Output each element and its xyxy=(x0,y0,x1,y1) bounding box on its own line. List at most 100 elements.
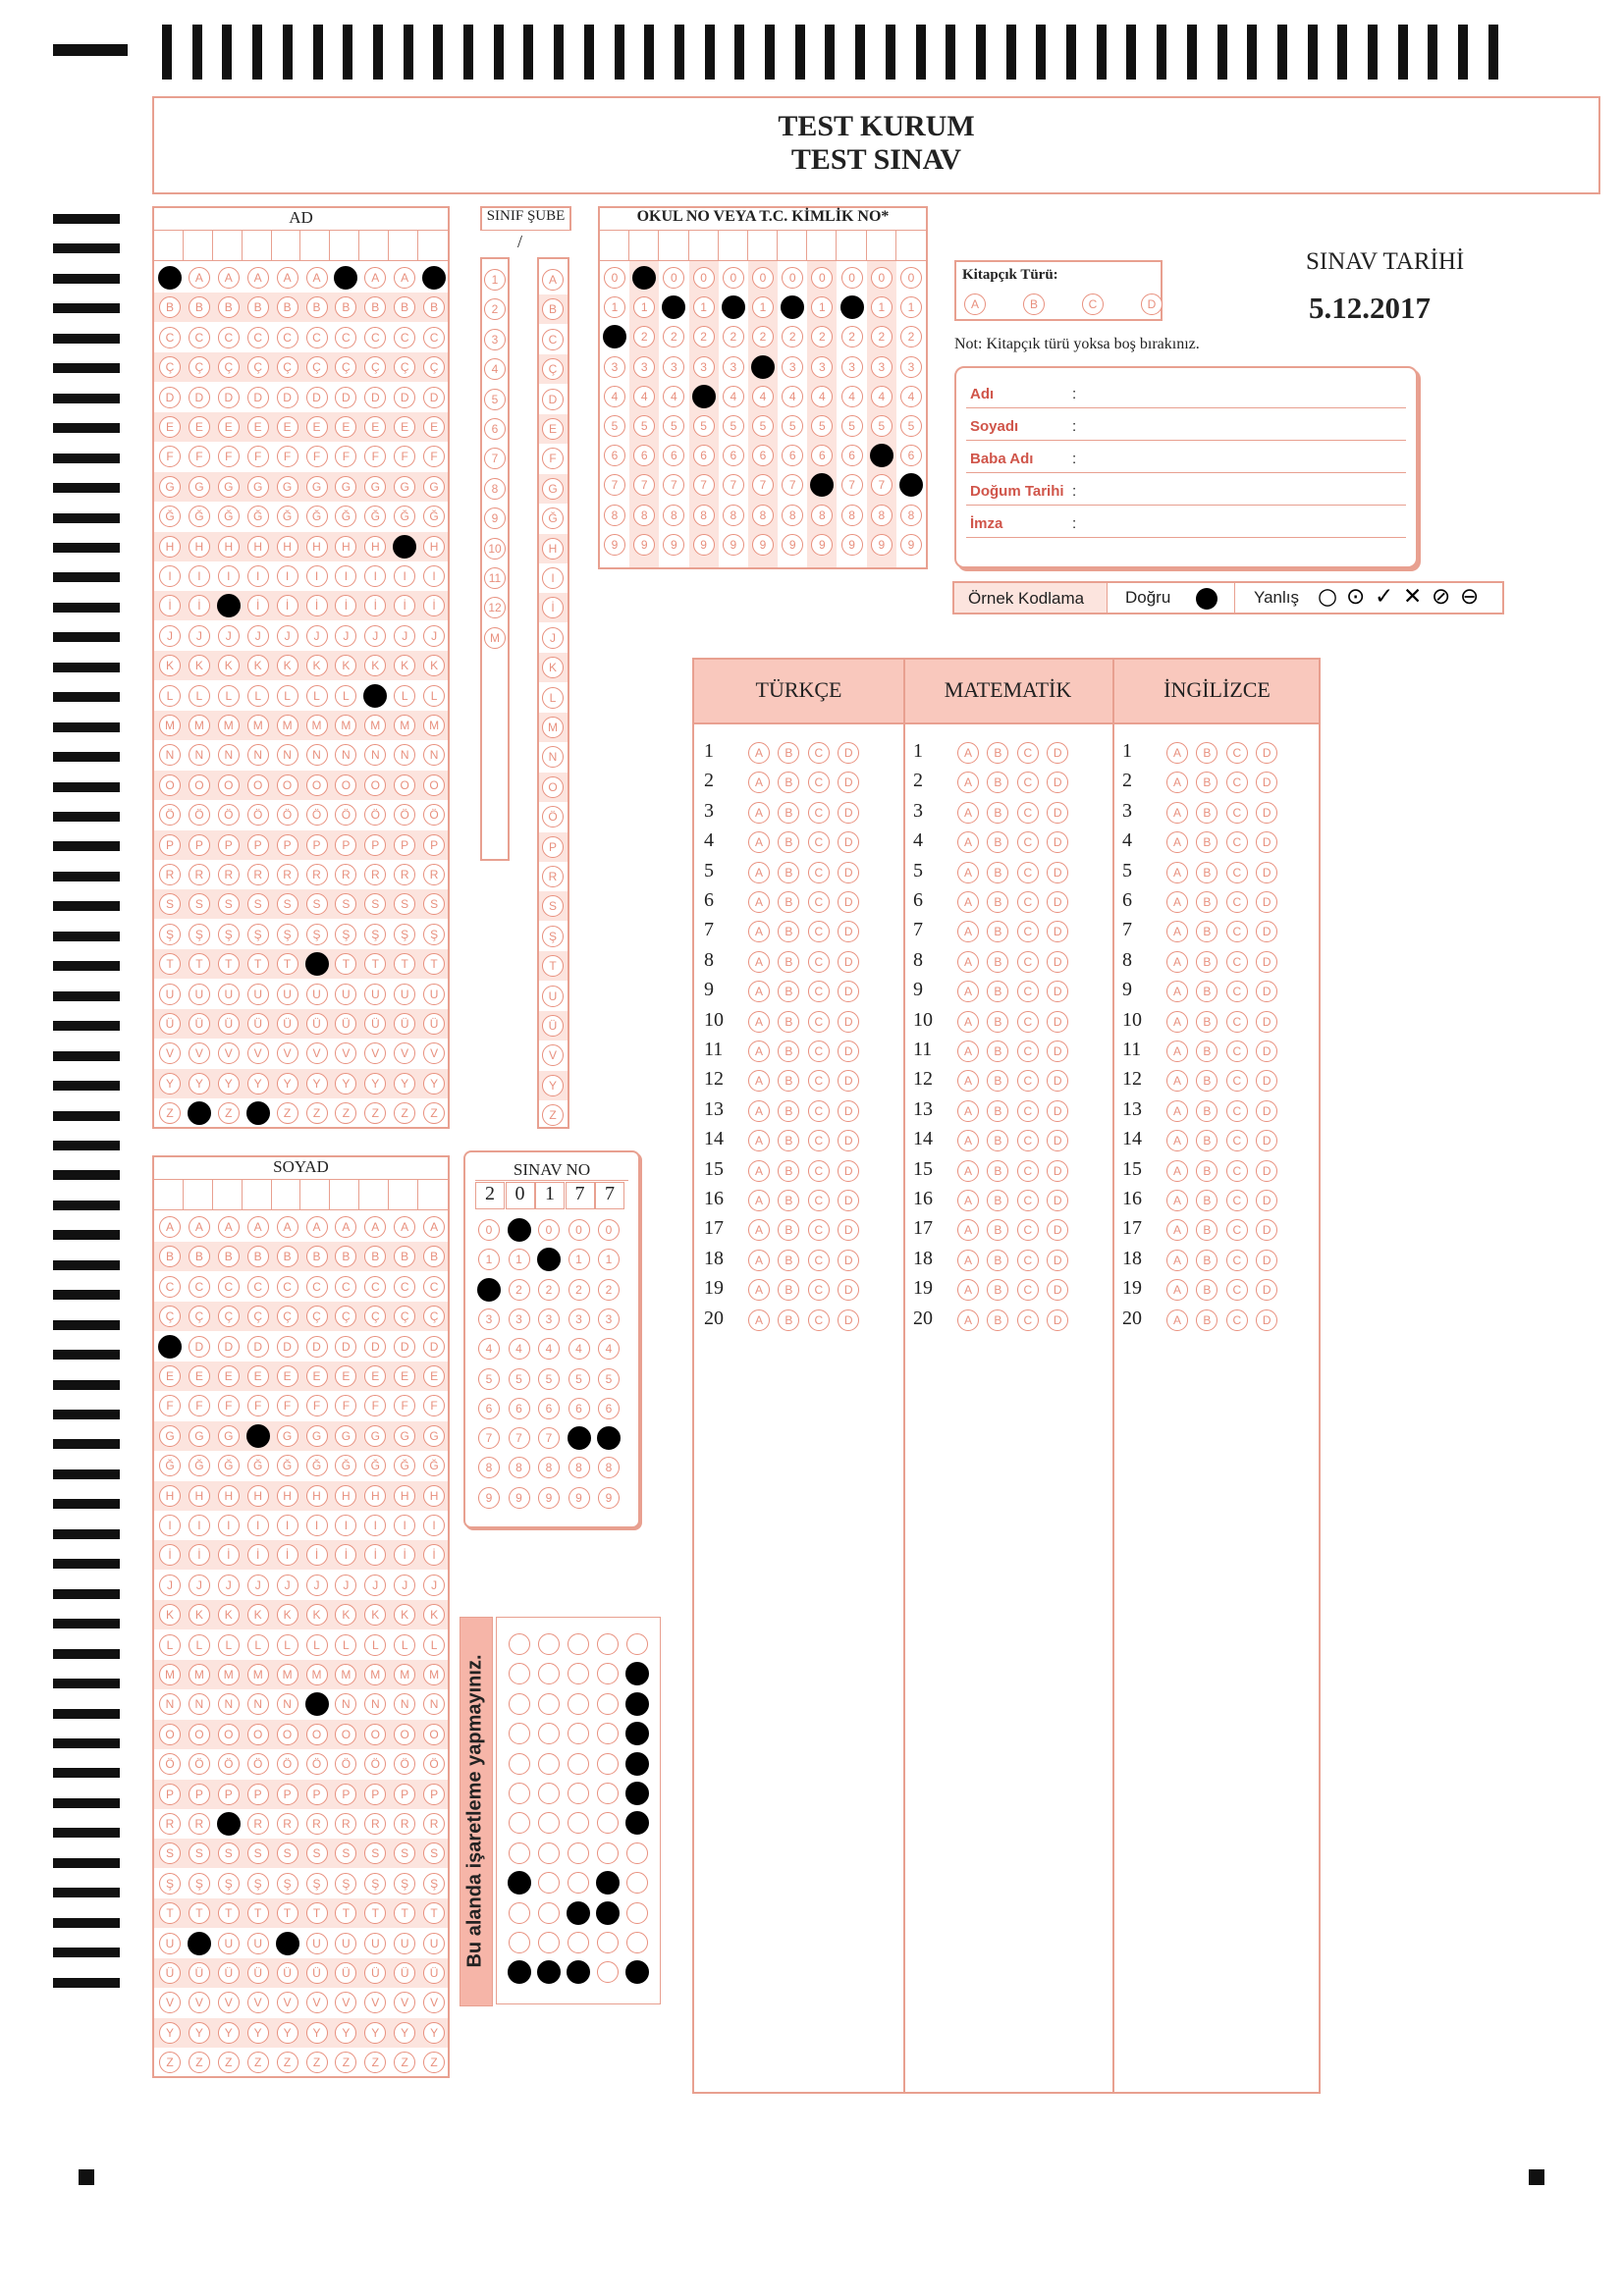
letter-bubble[interactable]: N xyxy=(159,744,181,767)
okul-no-bubble[interactable]: 0 xyxy=(722,267,744,289)
sinif-bubble[interactable]: M xyxy=(484,626,506,649)
write-cell[interactable] xyxy=(629,231,660,260)
letter-bubble[interactable]: I xyxy=(217,565,240,587)
okul-no-bubble[interactable]: 4 xyxy=(752,385,774,407)
letter-bubble[interactable]: İ xyxy=(246,595,269,617)
answer-bubble[interactable]: D xyxy=(1047,1070,1069,1093)
answer-bubble[interactable]: A xyxy=(957,1190,979,1211)
okul-no-bubble[interactable]: 2 xyxy=(900,326,922,348)
letter-bubble[interactable]: Ş xyxy=(394,923,416,945)
answer-bubble[interactable]: C xyxy=(1225,1041,1248,1062)
letter-bubble[interactable]: I xyxy=(364,565,387,587)
okul-no-bubble[interactable]: 6 xyxy=(900,445,922,467)
letter-bubble[interactable]: Ç xyxy=(335,1306,357,1328)
letter-bubble[interactable]: E xyxy=(159,416,181,438)
answer-bubble[interactable]: C xyxy=(807,1219,830,1242)
letter-bubble[interactable]: Y xyxy=(276,1072,298,1095)
letter-bubble[interactable]: S xyxy=(276,1842,298,1865)
okul-no-bubble[interactable]: 8 xyxy=(663,504,685,526)
sube-bubble[interactable]: Ü xyxy=(542,1015,564,1037)
letter-bubble[interactable]: E xyxy=(364,416,387,438)
letter-bubble[interactable]: J xyxy=(188,1574,210,1596)
okul-no-bubble[interactable]: 8 xyxy=(870,504,893,526)
letter-bubble[interactable]: J xyxy=(246,624,269,647)
answer-bubble[interactable]: C xyxy=(1225,772,1248,794)
okul-no-bubble[interactable]: 7 xyxy=(782,474,804,497)
okul-no-bubble[interactable]: 9 xyxy=(900,533,922,556)
okul-no-bubble[interactable]: 1 xyxy=(604,296,625,319)
okul-no-bubble[interactable]: 4 xyxy=(840,385,863,407)
letter-bubble[interactable]: Ğ xyxy=(364,506,387,528)
letter-bubble[interactable]: Z xyxy=(276,2052,298,2074)
letter-bubble[interactable]: Ç xyxy=(246,356,269,379)
letter-bubble[interactable]: Ç xyxy=(394,356,416,379)
sinav-no-bubble[interactable]: 8 xyxy=(478,1457,500,1479)
answer-bubble[interactable]: A xyxy=(1166,950,1188,973)
write-cell[interactable] xyxy=(659,231,689,260)
answer-bubble[interactable]: D xyxy=(1047,1159,1069,1182)
sube-bubble[interactable]: Ö xyxy=(542,806,564,828)
letter-bubble[interactable]: P xyxy=(276,1783,298,1805)
answer-bubble[interactable]: B xyxy=(987,861,1009,883)
letter-bubble[interactable]: Y xyxy=(159,1072,181,1095)
letter-bubble[interactable]: A xyxy=(276,267,298,289)
sinav-no-bubble[interactable]: 8 xyxy=(508,1457,530,1479)
answer-bubble[interactable]: A xyxy=(748,921,770,943)
letter-bubble[interactable]: S xyxy=(217,1842,240,1865)
answer-bubble[interactable]: D xyxy=(1047,921,1069,943)
letter-bubble[interactable]: F xyxy=(246,1395,269,1417)
answer-bubble[interactable]: C xyxy=(807,1010,830,1033)
answer-bubble[interactable]: A xyxy=(1166,772,1188,794)
letter-bubble[interactable]: Ş xyxy=(188,923,210,945)
answer-bubble[interactable]: B xyxy=(778,950,800,973)
write-cell[interactable] xyxy=(689,231,719,260)
answer-bubble[interactable]: A xyxy=(1166,1130,1188,1152)
letter-bubble[interactable]: Ş xyxy=(335,1872,357,1895)
letter-bubble[interactable]: U xyxy=(423,1932,446,1954)
letter-bubble[interactable]: J xyxy=(305,1574,328,1596)
letter-bubble[interactable]: C xyxy=(394,1275,416,1298)
letter-bubble[interactable]: İ xyxy=(335,1544,357,1567)
letter-bubble[interactable]: K xyxy=(246,1604,269,1627)
answer-bubble[interactable]: C xyxy=(1225,1010,1248,1033)
letter-bubble[interactable]: T xyxy=(246,953,269,976)
okul-no-bubble[interactable]: 1 xyxy=(870,296,893,319)
letter-bubble[interactable]: Ş xyxy=(276,1872,298,1895)
answer-bubble[interactable]: A xyxy=(1166,1099,1188,1122)
answer-bubble[interactable]: B xyxy=(987,1159,1009,1182)
answer-bubble[interactable]: A xyxy=(957,742,979,764)
letter-bubble[interactable]: Ü xyxy=(364,1013,387,1035)
sinav-no-bubble[interactable]: 1 xyxy=(568,1249,590,1271)
letter-bubble[interactable]: U xyxy=(217,983,240,1005)
student-info-line[interactable] xyxy=(966,440,1406,441)
letter-bubble[interactable]: O xyxy=(394,774,416,796)
letter-bubble[interactable]: Ü xyxy=(217,1013,240,1035)
okul-no-bubble[interactable]: 6 xyxy=(692,445,715,467)
sube-bubble[interactable]: I xyxy=(542,567,564,589)
answer-bubble[interactable]: D xyxy=(838,891,860,913)
answer-bubble[interactable]: A xyxy=(748,1279,770,1302)
letter-bubble[interactable]: E xyxy=(364,1365,387,1387)
write-cell[interactable] xyxy=(272,231,301,260)
letter-bubble[interactable]: J xyxy=(394,1574,416,1596)
letter-bubble[interactable]: E xyxy=(276,416,298,438)
letter-bubble[interactable]: B xyxy=(305,296,328,319)
letter-bubble[interactable]: M xyxy=(394,1664,416,1685)
letter-bubble[interactable]: Ü xyxy=(276,1013,298,1035)
letter-bubble[interactable]: İ xyxy=(159,1544,181,1567)
letter-bubble[interactable]: H xyxy=(305,535,328,558)
letter-bubble[interactable]: L xyxy=(217,684,240,707)
letter-bubble[interactable]: A xyxy=(394,267,416,289)
letter-bubble[interactable]: E xyxy=(335,1365,357,1387)
letter-bubble[interactable]: U xyxy=(188,983,210,1005)
okul-no-bubble[interactable]: 9 xyxy=(604,533,625,556)
letter-bubble[interactable]: E xyxy=(423,1365,446,1387)
answer-bubble[interactable]: D xyxy=(838,1249,860,1271)
letter-bubble[interactable]: Y xyxy=(423,2021,446,2044)
letter-bubble[interactable]: Ğ xyxy=(335,506,357,528)
answer-bubble[interactable]: B xyxy=(778,1249,800,1271)
letter-bubble[interactable]: İ xyxy=(305,1544,328,1567)
answer-bubble[interactable]: C xyxy=(1016,1099,1039,1122)
letter-bubble[interactable]: T xyxy=(188,1902,210,1925)
letter-bubble[interactable]: Ç xyxy=(276,356,298,379)
